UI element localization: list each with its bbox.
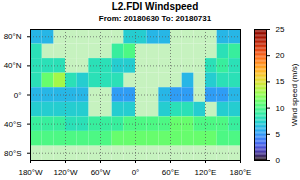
- svg-text:0°: 0°: [14, 91, 22, 100]
- svg-text:80°S: 80°S: [4, 149, 21, 158]
- html-text:L2.FDI Windspeed: L2.FDI Windspeed: [111, 1, 199, 12]
- svg-text:15: 15: [276, 77, 285, 86]
- svg-text:60°W: 60°W: [91, 168, 111, 176]
- svg-text:180°W: 180°W: [18, 168, 43, 176]
- svg-text:0: 0: [276, 156, 281, 165]
- svg-text:10: 10: [276, 104, 285, 113]
- svg-text:120°W: 120°W: [53, 168, 78, 176]
- svg-text:0°: 0°: [132, 168, 140, 176]
- svg-text:40°N: 40°N: [4, 61, 22, 70]
- svg-text:120°E: 120°E: [195, 168, 217, 176]
- svg-text:180°E: 180°E: [230, 168, 252, 176]
- svg-text:60°E: 60°E: [162, 168, 179, 176]
- svg-text:Wind speed (m/s): Wind speed (m/s): [290, 63, 299, 126]
- svg-text:40°S: 40°S: [4, 120, 21, 129]
- svg-text:25: 25: [276, 25, 285, 34]
- html-text:From: 20180630 To: 20180731: From: 20180630 To: 20180731: [98, 14, 212, 23]
- svg-text:80°N: 80°N: [4, 32, 22, 41]
- svg-text:5: 5: [276, 130, 281, 139]
- svg-text:20: 20: [276, 51, 285, 60]
